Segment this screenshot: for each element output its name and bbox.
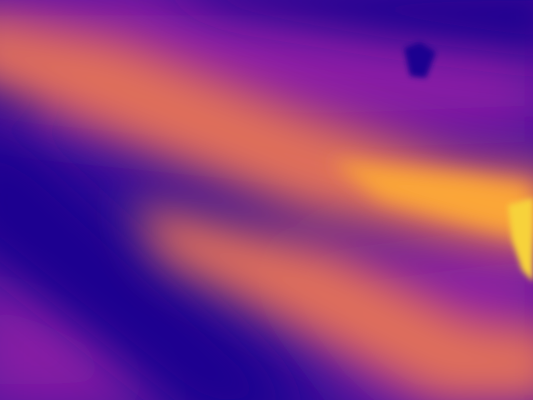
depth-band-warm-lower bbox=[130, 200, 533, 400]
depth-band-deep-top bbox=[196, 0, 533, 57]
depth-object-top bbox=[404, 42, 436, 78]
depth-band-hot bbox=[330, 160, 533, 240]
depth-band-deep-left bbox=[0, 141, 287, 400]
depth-band-mid-left-bottom bbox=[0, 267, 168, 400]
depth-band-peak bbox=[508, 198, 533, 282]
